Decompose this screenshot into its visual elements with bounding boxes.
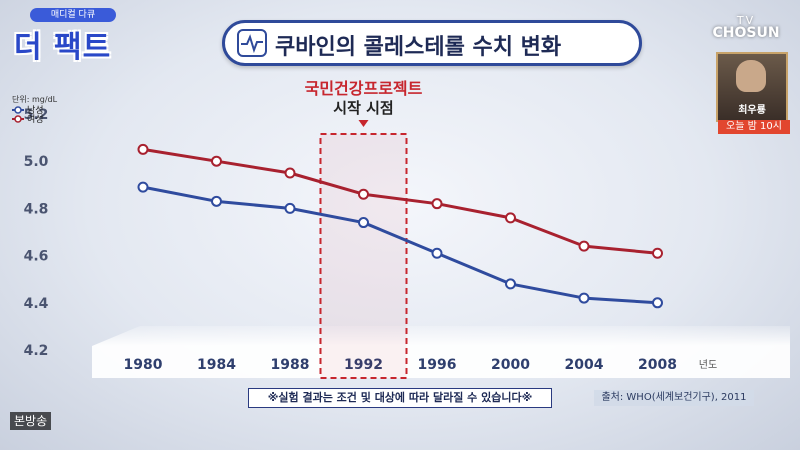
heartbeat-icon (237, 29, 267, 57)
annotation-arrow (358, 120, 369, 127)
data-point (505, 278, 516, 290)
broadcaster-logo: TV CHOSUN (702, 14, 790, 40)
chart-title: 쿠바인의 콜레스테롤 수치 변화 (275, 35, 562, 60)
x-tick-label: 1992 (344, 357, 383, 373)
y-tick-label: 4.8 (24, 201, 49, 217)
legend-entry: 남성 (27, 105, 44, 116)
data-point (652, 297, 663, 309)
data-point (358, 188, 369, 200)
series-line-0 (142, 185, 658, 305)
x-tick-label: 1988 (271, 357, 310, 373)
data-point (578, 240, 590, 252)
promo-thumbnail: 최우룡 (716, 52, 788, 122)
legend-marker (14, 115, 22, 123)
data-point (211, 155, 222, 167)
y-tick-label: 4.4 (24, 296, 49, 312)
data-point (431, 198, 443, 210)
data-point (505, 212, 516, 224)
promo-portrait (736, 60, 766, 92)
x-tick-label: 2008 (638, 357, 677, 373)
source-note: 출처: WHO(세계보건기구), 2011 (594, 390, 754, 406)
series-line-1 (142, 147, 658, 255)
data-point (284, 167, 296, 179)
program-logo-main: 더 팩트 (14, 30, 112, 65)
annotation-line1: 국민건강프로젝트 (305, 79, 423, 98)
promo-name: 최우룡 (738, 105, 766, 116)
x-axis-band (92, 346, 790, 378)
x-tick-label: 1980 (124, 357, 163, 373)
x-tick-label: 2000 (491, 357, 530, 373)
promo-time: 오늘 밤 10시 (718, 120, 790, 134)
data-point (578, 292, 590, 304)
annotation-line2: 시작 시점 (333, 99, 393, 117)
data-point (652, 247, 663, 259)
data-point (137, 143, 149, 155)
broadcaster-line1: TV (736, 14, 756, 27)
data-point (211, 195, 222, 207)
x-tick-label: 1996 (418, 357, 457, 373)
x-tick-label: 1984 (197, 357, 236, 373)
program-logo: 매디컬 다큐 더 팩트 (8, 8, 128, 65)
unit-label: 단위: mg/dL (12, 94, 58, 104)
y-tick-label: 5.0 (24, 154, 49, 170)
data-point (431, 247, 443, 259)
legend-marker (14, 106, 22, 114)
broadcast-tag: 본방송 (10, 412, 52, 430)
x-tick-label: 2004 (565, 357, 604, 373)
broadcaster-line2: CHOSUN (712, 25, 780, 41)
data-point (137, 181, 149, 193)
y-tick-label: 4.6 (24, 249, 49, 265)
program-logo-top: 매디컬 다큐 (30, 8, 116, 22)
annotation-highlight-box (319, 133, 408, 379)
disclaimer-note: ※실험 결과는 조건 및 대상에 따라 달라질 수 있습니다※ (248, 388, 552, 408)
legend-entry: 여성 (27, 113, 44, 125)
x-axis-label: 년도 (699, 359, 717, 371)
data-point (358, 217, 369, 229)
chart-title-box: 쿠바인의 콜레스테롤 수치 변화 (222, 20, 642, 66)
chart-floor (92, 326, 790, 346)
y-tick-label: 4.2 (24, 343, 49, 359)
y-tick-label: 5.2 (24, 107, 49, 123)
data-point (284, 202, 296, 214)
